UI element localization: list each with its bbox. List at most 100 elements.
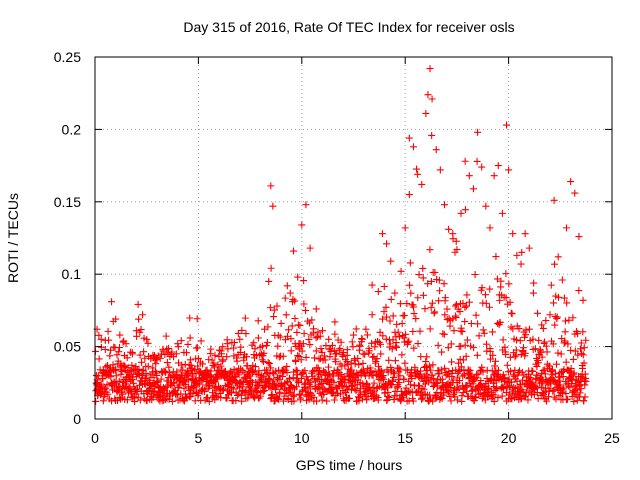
data-point xyxy=(119,390,127,398)
data-point xyxy=(474,320,482,328)
data-point xyxy=(105,336,113,344)
data-point-peak xyxy=(153,356,161,364)
data-point-peak xyxy=(337,338,345,346)
data-point xyxy=(447,340,455,348)
data-point xyxy=(249,392,257,400)
data-point xyxy=(274,395,282,403)
data-point xyxy=(210,359,218,367)
data-point xyxy=(433,382,441,390)
data-point xyxy=(570,398,578,406)
data-point xyxy=(470,344,478,352)
data-point xyxy=(219,356,227,364)
data-point xyxy=(377,340,385,348)
data-point xyxy=(502,350,510,358)
data-point xyxy=(394,383,402,391)
data-point xyxy=(516,391,524,399)
data-point xyxy=(165,344,173,352)
data-point xyxy=(283,368,291,376)
data-point xyxy=(259,387,267,395)
data-point xyxy=(226,388,234,396)
data-point xyxy=(316,332,324,340)
data-point xyxy=(561,339,569,347)
data-point xyxy=(371,343,379,351)
data-point xyxy=(191,365,199,373)
data-point-peak xyxy=(449,230,457,238)
data-point xyxy=(461,318,469,326)
data-point xyxy=(413,165,421,173)
data-point xyxy=(302,353,310,361)
data-point xyxy=(283,362,291,370)
data-point-peak xyxy=(513,251,521,259)
data-point xyxy=(511,353,519,361)
data-point xyxy=(505,391,513,399)
data-point-peak xyxy=(343,351,351,359)
data-point xyxy=(427,366,435,374)
data-point-peak xyxy=(387,257,395,265)
data-point xyxy=(300,300,308,308)
data-point xyxy=(312,334,320,342)
data-point xyxy=(255,367,263,375)
data-point xyxy=(452,237,460,245)
data-point xyxy=(391,387,399,395)
data-point xyxy=(295,390,303,398)
x-tick-label: 10 xyxy=(294,430,310,446)
data-point xyxy=(219,385,227,393)
data-point xyxy=(281,294,289,302)
data-point xyxy=(455,377,463,385)
data-point-peak xyxy=(362,325,370,333)
data-point xyxy=(95,331,103,339)
data-point xyxy=(537,348,545,356)
data-point xyxy=(207,367,215,375)
data-point xyxy=(566,383,574,391)
data-point xyxy=(275,395,283,403)
data-point xyxy=(579,328,587,336)
data-point xyxy=(299,340,307,348)
plot-frame xyxy=(94,56,613,420)
data-point xyxy=(521,392,529,400)
data-point xyxy=(153,378,161,386)
data-point xyxy=(134,300,142,308)
data-point xyxy=(503,361,511,369)
data-point xyxy=(214,361,222,369)
data-point xyxy=(264,359,272,367)
data-point xyxy=(131,398,139,406)
data-point xyxy=(376,328,384,336)
data-point-peak xyxy=(440,201,448,209)
data-point xyxy=(233,357,241,365)
data-point-peak xyxy=(505,166,513,174)
data-point xyxy=(441,311,449,319)
data-point xyxy=(128,389,136,397)
data-point-peak xyxy=(128,348,136,356)
data-point xyxy=(358,335,366,343)
data-point xyxy=(97,380,105,388)
data-point-peak xyxy=(378,230,386,238)
data-point xyxy=(382,335,390,343)
data-point xyxy=(482,291,490,299)
data-point xyxy=(525,325,533,333)
data-point xyxy=(272,385,280,393)
data-point xyxy=(201,386,209,394)
data-point xyxy=(380,375,388,383)
data-point xyxy=(368,281,376,289)
data-point xyxy=(419,274,427,282)
data-point xyxy=(297,391,305,399)
data-point-peak xyxy=(192,344,200,352)
data-point xyxy=(577,339,585,347)
data-point xyxy=(543,348,551,356)
data-point-peak xyxy=(217,347,225,355)
data-point xyxy=(386,340,394,348)
data-point xyxy=(542,342,550,350)
data-point xyxy=(106,352,114,360)
data-point-peak xyxy=(422,109,430,117)
data-point xyxy=(498,392,506,400)
data-point xyxy=(528,367,536,375)
data-point xyxy=(399,394,407,402)
data-point xyxy=(221,382,229,390)
data-point xyxy=(138,358,146,366)
data-point xyxy=(458,392,466,400)
data-point xyxy=(481,396,489,404)
data-point xyxy=(478,363,486,371)
data-point xyxy=(444,344,452,352)
data-point xyxy=(539,324,547,332)
data-point xyxy=(398,320,406,328)
